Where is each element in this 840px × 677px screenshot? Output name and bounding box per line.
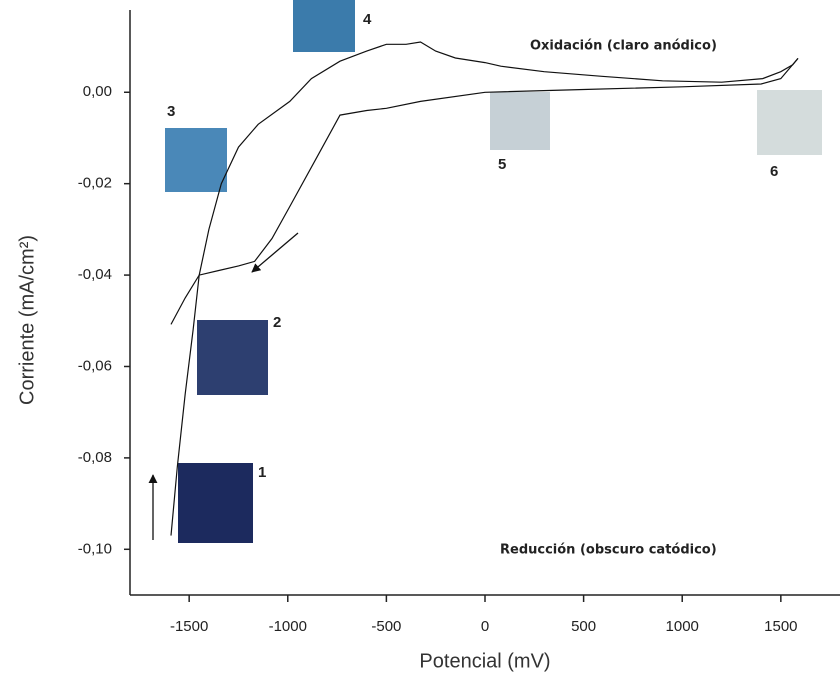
- photo-label: 3: [167, 103, 175, 120]
- photo-label: 2: [273, 314, 281, 331]
- photo-1: [178, 463, 253, 543]
- x-tick-label: 500: [571, 618, 596, 635]
- x-tick-label: 1500: [764, 618, 797, 635]
- photo-label: 4: [363, 11, 372, 28]
- photo-label: 6: [770, 163, 778, 180]
- x-tick-label: 0: [481, 618, 489, 635]
- x-axis-title: Potencial (mV): [419, 650, 550, 672]
- arrow: [251, 232, 299, 273]
- photo-2: [197, 320, 268, 395]
- annotation: Reducción (obscuro catódico): [500, 543, 717, 558]
- y-tick-label: -0,08: [78, 449, 112, 466]
- x-tick-label: 1000: [666, 618, 699, 635]
- photo-4: [293, 0, 355, 52]
- y-tick-label: -0,06: [78, 357, 112, 374]
- photo-label: 1: [258, 464, 266, 481]
- curve: [170, 41, 799, 536]
- curve: [170, 58, 799, 325]
- x-tick-label: -1500: [170, 618, 208, 635]
- photos: [165, 0, 822, 543]
- photo-3: [165, 128, 227, 192]
- y-axis-title: Corriente (mA/cm²): [16, 235, 38, 405]
- x-tick-label: -500: [371, 618, 401, 635]
- y-tick-label: -0,10: [78, 540, 112, 557]
- annotation: Oxidación (claro anódico): [530, 39, 717, 54]
- y-tick-label: 0,00: [83, 83, 112, 100]
- photo-6: [757, 90, 822, 155]
- x-tick-label: -1000: [269, 618, 307, 635]
- photo-label: 5: [498, 156, 506, 173]
- y-tick-label: -0,02: [78, 175, 112, 192]
- photo-5: [490, 92, 550, 150]
- y-tick-label: -0,04: [78, 266, 112, 283]
